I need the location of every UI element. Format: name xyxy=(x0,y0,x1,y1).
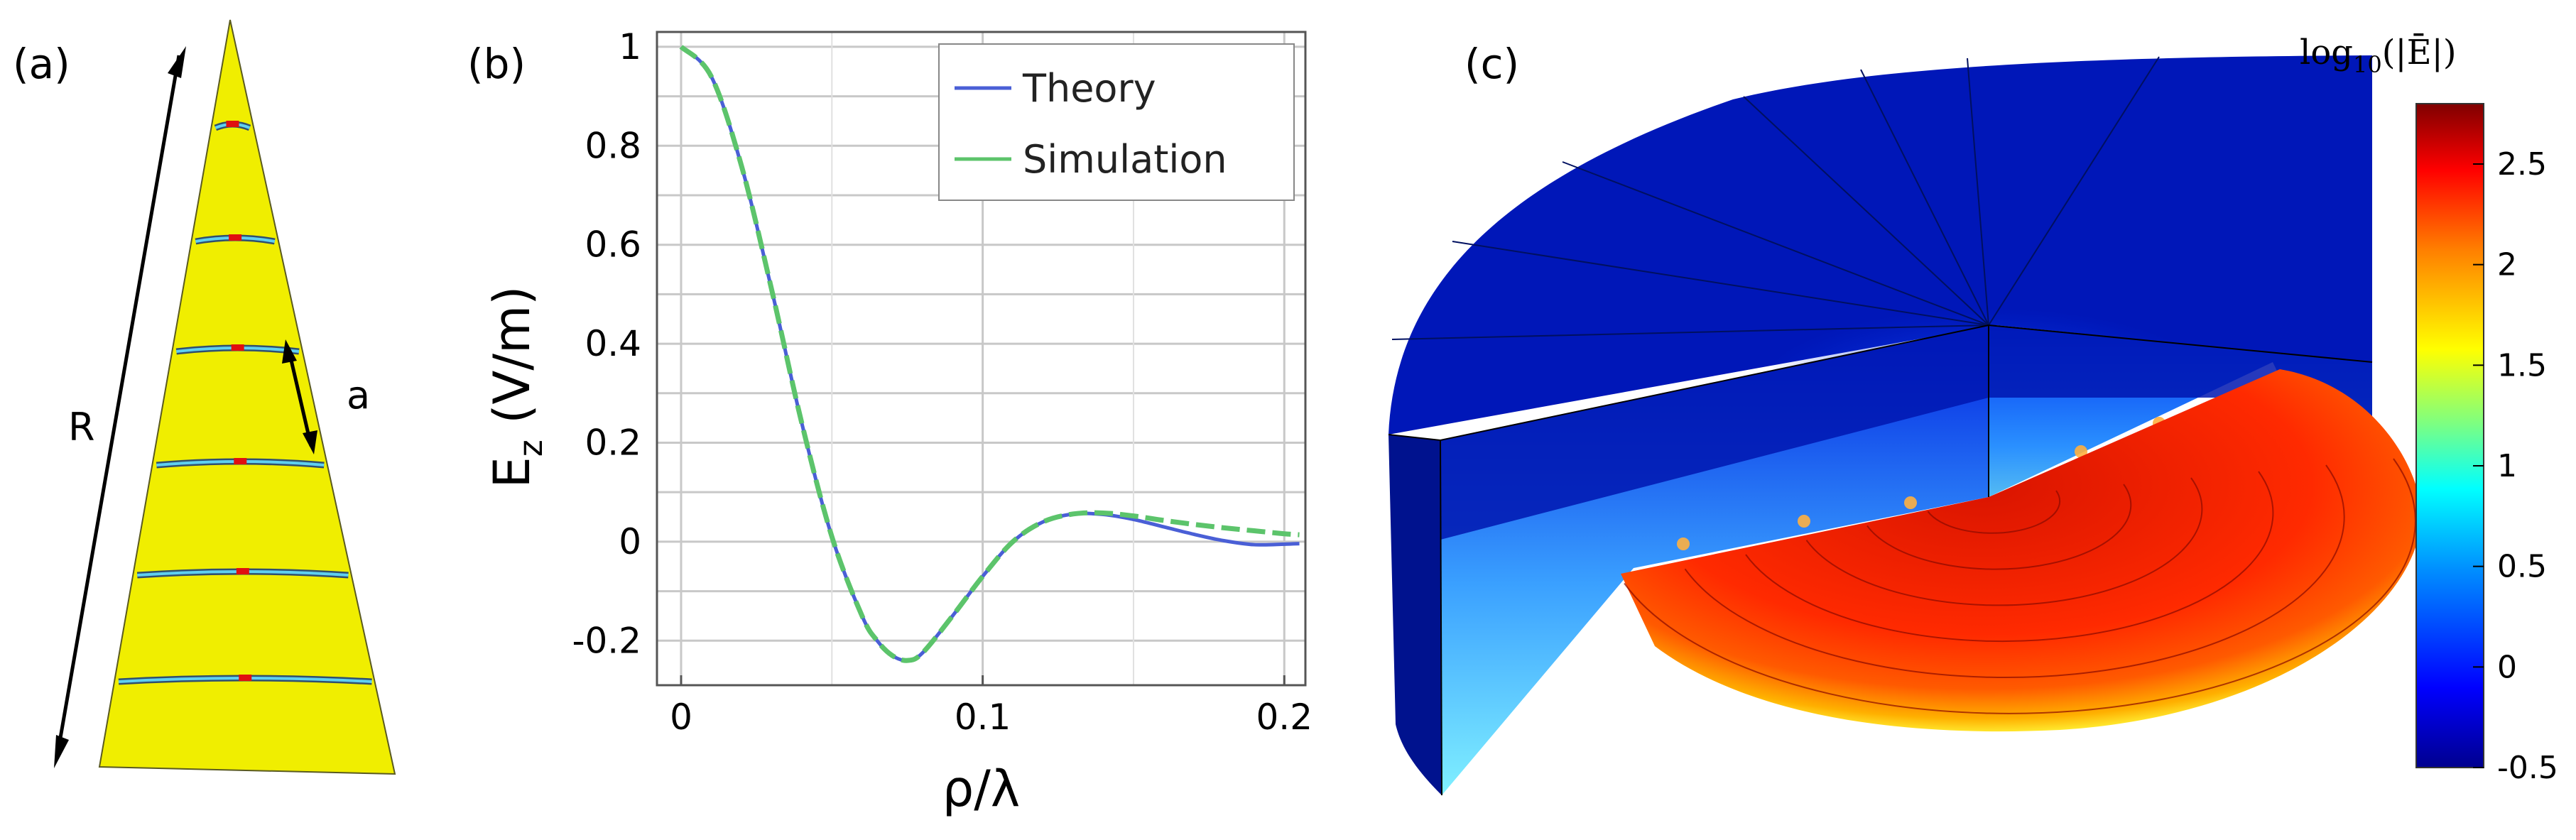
colorbar-tick-label: 0 xyxy=(2497,649,2517,685)
legend-label: Theory xyxy=(1022,66,1156,111)
disk-rings xyxy=(1624,458,2416,714)
colorbar-tick-label: 2.5 xyxy=(2497,146,2547,182)
y-tick-label: 0.2 xyxy=(585,422,641,463)
colorbar xyxy=(2415,103,2484,768)
legend-label: Simulation xyxy=(1023,137,1227,182)
dimension-a-arrowhead-top xyxy=(282,339,297,364)
panel-c-label: (c) xyxy=(1464,40,1519,88)
cylinder-top-surface xyxy=(1388,55,2372,435)
panel-a: (a) R a xyxy=(13,19,396,775)
cone-ring-gap xyxy=(236,568,249,574)
cut-face-right-shade xyxy=(1989,325,2372,440)
panel-b: (b) 0 0.1 0.2 -0.2 0 0.2 0.4 0.6 0.8 1 ρ/λ Ez (V/m)… xyxy=(467,26,1313,818)
dimension-R-arrowhead-bottom xyxy=(54,735,69,768)
y-axis-label: Ez (V/m) xyxy=(483,286,550,489)
dimension-a-arrow xyxy=(286,347,313,447)
x-tick-label: 0.2 xyxy=(1256,697,1313,738)
colorbar-ticks: 2.5 2 1.5 1 0.5 0 -0.5 xyxy=(2473,146,2558,786)
legend-box xyxy=(938,43,1295,201)
disk-ring xyxy=(1624,458,2416,714)
y-tick-label: -0.2 xyxy=(572,620,641,661)
cone-ring-gap xyxy=(229,234,242,241)
colorbar-tick-label: 2 xyxy=(2497,247,2517,283)
panel-a-label: (a) xyxy=(13,40,70,88)
panel-b-label: (b) xyxy=(467,40,526,88)
dimension-R-arrow xyxy=(55,55,181,759)
colorbar-title: log10(|Ē|) xyxy=(2300,33,2457,78)
colorbar-tick-label: -0.5 xyxy=(2497,750,2558,786)
dimension-R-arrowhead-top xyxy=(168,46,186,78)
cone-ring-gap xyxy=(239,675,252,681)
top-sector-lines xyxy=(1391,56,2160,340)
x-tick-label: 0 xyxy=(670,697,692,738)
x-axis-label: ρ/λ xyxy=(942,760,1020,818)
disk-ring xyxy=(1684,464,2345,679)
series-line-simulation xyxy=(679,45,1300,663)
colorbar-tick-label: 1.5 xyxy=(2497,347,2547,383)
disk-ring xyxy=(1805,477,2203,606)
cone-sector xyxy=(98,19,396,775)
line-chart: 0 0.1 0.2 -0.2 0 0.2 0.4 0.6 0.8 1 ρ/λ Ez (V/m) Theo… xyxy=(483,26,1313,818)
disk-ring xyxy=(1745,471,2274,643)
y-tick-label: 0.4 xyxy=(585,323,641,364)
dimension-a-arrowhead-bottom xyxy=(303,430,317,454)
panel-c: (c) xyxy=(1388,33,2558,796)
colorbar-tick-label: 0.5 xyxy=(2497,549,2547,585)
cut-face-left-shade xyxy=(1440,325,1989,540)
cone-rings xyxy=(118,121,372,685)
disk-ring xyxy=(1866,484,2132,570)
cone-ring-gap xyxy=(234,458,247,464)
y-tick-label: 0 xyxy=(619,521,641,562)
dimension-a-label: a xyxy=(347,373,370,418)
y-tick-label: 0.8 xyxy=(585,125,641,166)
plot-frame xyxy=(656,31,1307,687)
disk-ring xyxy=(1927,490,2061,534)
cut-edges xyxy=(1388,324,2373,796)
colorbar-tick-label: 1 xyxy=(2497,448,2517,484)
x-tick-label: 0.1 xyxy=(955,697,1011,738)
cone-ring-gap xyxy=(226,121,239,127)
y-tick-label: 0.6 xyxy=(585,224,641,266)
cone-ring-gap xyxy=(231,344,244,351)
dimension-R-label: R xyxy=(68,405,95,449)
y-tick-label: 1 xyxy=(619,26,641,67)
cylinder-outer-face xyxy=(1388,435,1442,795)
